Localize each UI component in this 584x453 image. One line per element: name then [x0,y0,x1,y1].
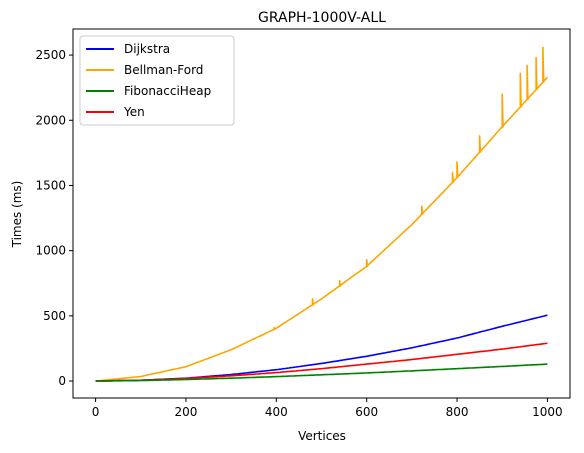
legend-entry: Bellman-Ford [124,63,203,77]
axes: 0 200 400 600 800 1000 0 500 1000 1500 2000 2500 [35,48,562,419]
y-tick-label: 500 [43,309,66,323]
x-tick-label: 1000 [532,405,563,419]
chart-title: GRAPH-1000V-ALL [258,10,386,26]
legend-entry: Dijkstra [124,42,170,56]
series-line-bellman-ford [95,46,548,382]
y-tick-label: 2500 [35,48,66,62]
legend-entry: Yen [123,105,145,119]
y-axis-label: Times (ms) [10,181,24,249]
x-tick-label: 600 [355,405,378,419]
x-tick-label: 200 [175,405,198,419]
legend-entry: FibonacciHeap [124,84,211,98]
legend-box [79,35,235,126]
x-axis-label: Vertices [298,429,346,443]
y-tick-label: 0 [58,374,66,388]
x-tick-label: 400 [265,405,288,419]
x-tick-label: 800 [446,405,469,419]
plot-frame [72,28,571,399]
series-layer [95,46,548,382]
y-tick-label: 2000 [35,113,66,127]
y-tick-label: 1500 [35,178,66,192]
legend: Dijkstra Bellman-Ford FibonacciHeap Yen [79,35,235,126]
x-tick-label: 0 [92,405,100,419]
y-tick-label: 1000 [35,244,66,258]
series-line-fibonacciheap [95,363,548,382]
